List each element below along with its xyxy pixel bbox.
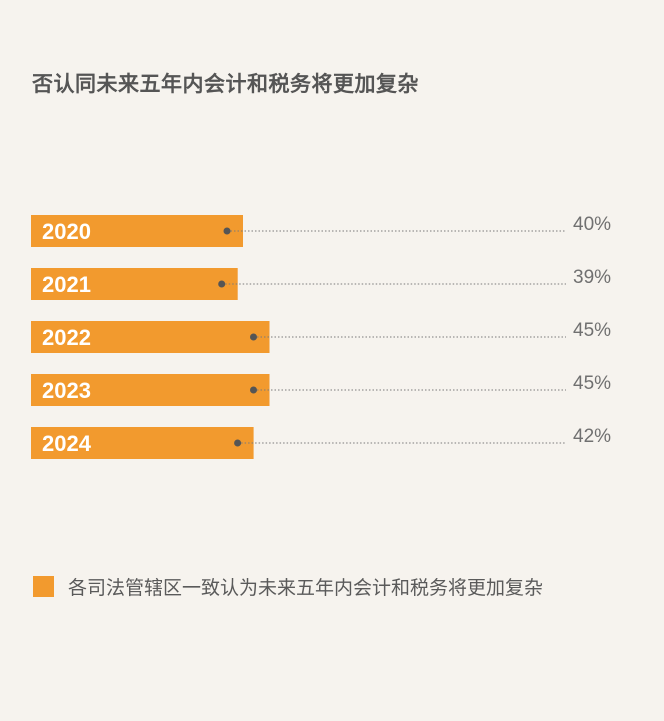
bar-2024 xyxy=(31,427,254,459)
value-label: 40% xyxy=(573,214,611,235)
bar-category-label: 2020 xyxy=(42,219,91,244)
chart-title: 否认同未来五年内会计和税务将更加复杂 xyxy=(32,72,419,96)
value-marker-dot xyxy=(223,227,231,235)
value-label: 42% xyxy=(573,426,611,447)
value-label: 45% xyxy=(573,373,611,394)
bar-category-label: 2024 xyxy=(42,431,92,456)
value-marker-dot xyxy=(234,439,242,447)
legend: 各司法管辖区一致认为未来五年内会计和税务将更加复杂 xyxy=(33,573,543,600)
bar-2020 xyxy=(31,215,243,247)
bar-category-label: 2022 xyxy=(42,325,91,350)
value-marker-dot xyxy=(218,280,226,288)
value-label: 39% xyxy=(573,267,611,288)
value-label: 45% xyxy=(573,320,611,341)
value-marker-dot xyxy=(250,333,257,341)
bar-2022 xyxy=(31,321,270,353)
legend-swatch xyxy=(33,576,54,597)
bar-2023 xyxy=(31,374,270,406)
bar-2021 xyxy=(31,268,238,300)
bar-category-label: 2023 xyxy=(42,378,91,403)
bar-category-label: 2021 xyxy=(42,272,91,297)
legend-label: 各司法管辖区一致认为未来五年内会计和税务将更加复杂 xyxy=(68,577,544,599)
value-marker-dot xyxy=(250,386,257,394)
